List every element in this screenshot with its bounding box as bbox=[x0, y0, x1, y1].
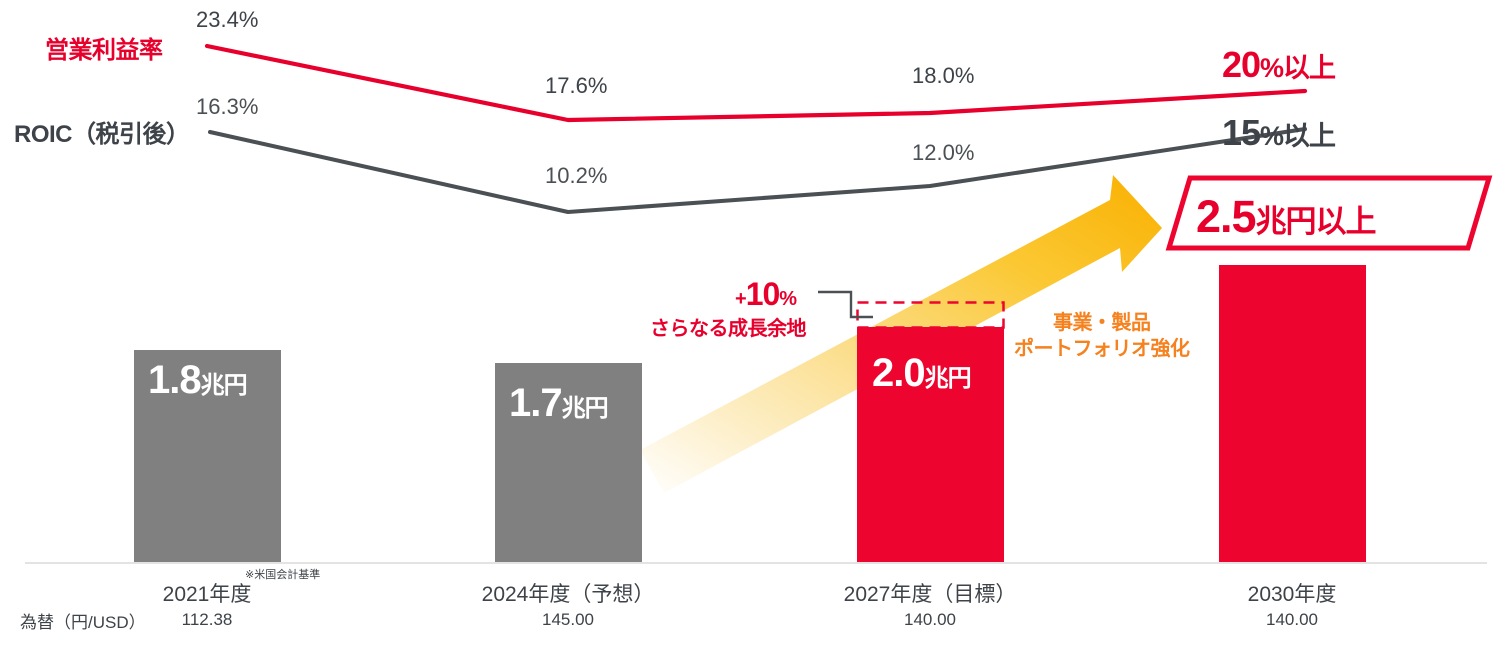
legend-label-roic: ROIC（税引後） bbox=[14, 121, 190, 148]
x-axis-baseline bbox=[25, 562, 1487, 564]
point-label-roic-2021: 16.3% bbox=[196, 94, 259, 119]
point-label-roic-2024: 10.2% bbox=[545, 163, 608, 188]
point-label-opm-2021: 23.4% bbox=[196, 7, 259, 32]
bar-2024 bbox=[495, 363, 642, 563]
portfolio-note-line2: ポートフォリオ強化 bbox=[1014, 338, 1190, 360]
category-note-2021: ※米国会計基準 bbox=[245, 569, 321, 581]
portfolio-note-line1: 事業・製品 bbox=[1053, 312, 1151, 334]
category-label-2021: 2021年度 bbox=[162, 583, 252, 606]
fx-rate-2030: 140.00 bbox=[1266, 610, 1318, 629]
point-label-opm-2024: 17.6% bbox=[545, 73, 608, 98]
growth-headroom-percent: +10% bbox=[735, 276, 797, 312]
growth-headroom-caption: さらなる成長余地 bbox=[650, 318, 807, 340]
portfolio-strengthening-note: 事業・製品 ポートフォリオ強化 bbox=[1014, 310, 1190, 362]
legend-label-operating-margin: 営業利益率 bbox=[45, 37, 163, 64]
growth-leader-line bbox=[818, 290, 873, 319]
fx-rate-2021: 112.38 bbox=[181, 610, 233, 629]
line-series-roic bbox=[208, 127, 1307, 214]
category-label-2024: 2024年度（予想） bbox=[481, 583, 655, 606]
category-label-2030: 2030年度 bbox=[1247, 583, 1337, 606]
bar-value-2024: 1.7兆円 bbox=[509, 381, 609, 425]
fx-rate-2024: 145.00 bbox=[542, 610, 594, 629]
fx-rate-row-label: 為替（円/USD） bbox=[20, 613, 146, 632]
target-label-roic: 15%以上 bbox=[1222, 112, 1336, 153]
bar-value-2027: 2.0兆円 bbox=[872, 351, 972, 395]
category-label-2027: 2027年度（目標） bbox=[843, 583, 1017, 606]
line-series-operating-margin bbox=[204, 43, 1308, 123]
point-label-opm-2027: 18.0% bbox=[912, 63, 975, 88]
target-label-operating-margin: 20%以上 bbox=[1222, 44, 1336, 85]
point-label-roic-2027: 12.0% bbox=[912, 140, 975, 165]
fx-rate-2027: 140.00 bbox=[904, 610, 956, 629]
bar-2030 bbox=[1219, 265, 1366, 563]
bar-value-2021: 1.8兆円 bbox=[148, 358, 248, 402]
callout-revenue-target: 2.5兆円以上 bbox=[1196, 191, 1377, 242]
growth-headroom-dashed-box bbox=[856, 301, 1005, 329]
bar-2021 bbox=[134, 350, 281, 563]
